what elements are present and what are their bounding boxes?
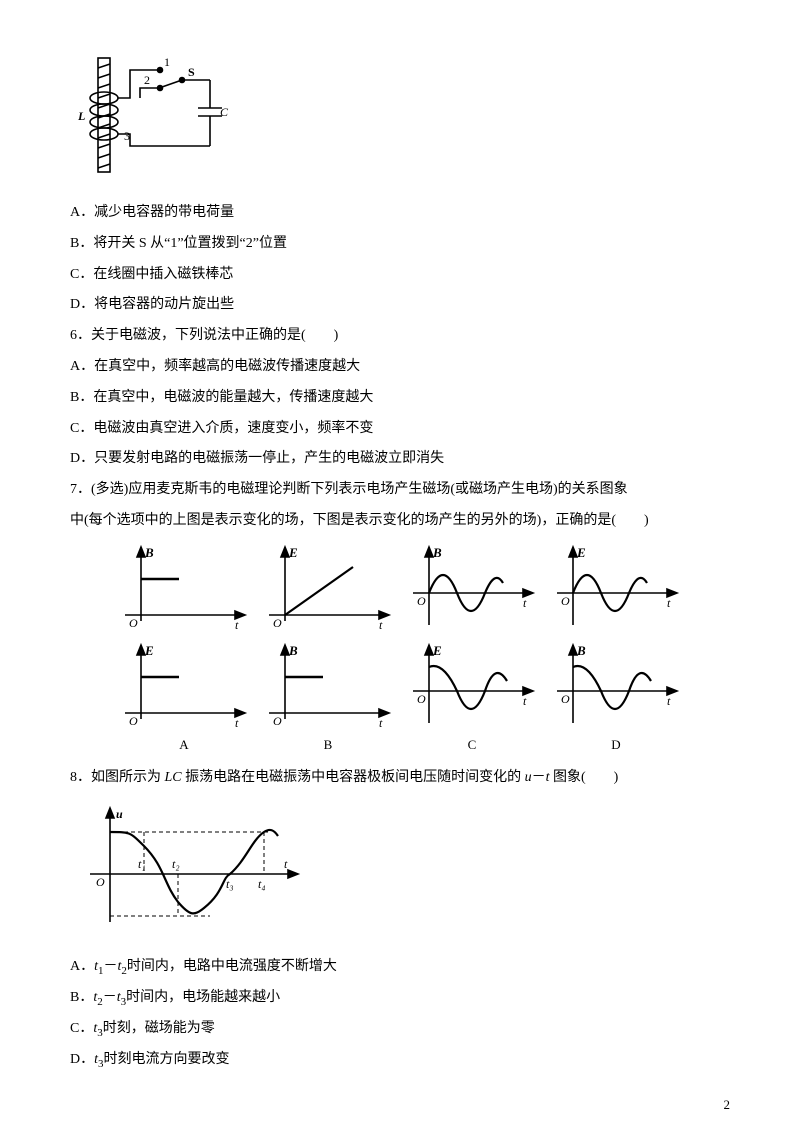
q6-stem: 6．关于电磁波，下列说法中正确的是( ) — [70, 321, 730, 352]
label-L: L — [77, 109, 85, 123]
svg-text:E: E — [144, 643, 154, 658]
q8-A: A．t1－t2时间内，电路中电流强度不断增大 — [70, 952, 730, 983]
svg-text:O: O — [417, 594, 426, 608]
svg-text:E: E — [432, 643, 442, 658]
svg-text:t: t — [235, 716, 239, 730]
svg-text:O: O — [129, 616, 138, 630]
label-C: C — [220, 105, 229, 119]
svg-text:t: t — [379, 716, 383, 730]
svg-text:t: t — [523, 596, 527, 610]
svg-text:t: t — [235, 618, 239, 632]
q7-top-A: B O t — [119, 543, 249, 635]
page-number: 2 — [724, 1091, 731, 1120]
svg-text:E: E — [576, 545, 586, 560]
q8-D: D．t3时刻电流方向要改变 — [70, 1045, 730, 1076]
q8-B: B．t2－t3时间内，电场能越来越小 — [70, 983, 730, 1014]
svg-text:B: B — [432, 545, 442, 560]
label-1: 1 — [164, 55, 170, 69]
q6-C: C．电磁波由真空进入介质，速度变小，频率不变 — [70, 414, 730, 445]
svg-text:t: t — [667, 694, 671, 708]
svg-text:O: O — [273, 714, 282, 728]
q7-bottom-row: E O t A B O t B — [70, 641, 730, 753]
opt-5C: C．在线圈中插入磁铁棒芯 — [70, 260, 730, 291]
q7-top-B: E O t — [263, 543, 393, 635]
svg-text:t₃: t₃ — [226, 877, 234, 891]
q7-top-row: B O t E O t — [70, 543, 730, 635]
svg-text:t₄: t₄ — [258, 877, 266, 891]
q8-C: C．t3时刻，磁场能为零 — [70, 1014, 730, 1045]
svg-text:O: O — [129, 714, 138, 728]
q6-A: A．在真空中，频率越高的电磁波传播速度越大 — [70, 352, 730, 383]
q8-stem: 8．如图所示为 LC 振荡电路在电磁振荡中电容器极板间电压随时间变化的 u－t … — [70, 763, 730, 794]
svg-text:O: O — [561, 594, 570, 608]
svg-text:O: O — [273, 616, 282, 630]
svg-text:B: B — [288, 643, 298, 658]
q6-D: D．只要发射电路的电磁振荡一停止，产生的电磁波立即消失 — [70, 444, 730, 475]
svg-text:B: B — [576, 643, 586, 658]
circuit-figure: 1 S 2 3 L C — [70, 50, 730, 180]
q7-top-C: B O t — [407, 543, 537, 635]
label-S: S — [188, 65, 195, 79]
svg-text:t: t — [667, 596, 671, 610]
svg-text:O: O — [561, 692, 570, 706]
svg-text:t₁: t₁ — [138, 857, 146, 871]
q7-stem2: 中(每个选项中的上图是表示变化的场，下图是表示变化的场产生的另外的场)，正确的是… — [70, 506, 730, 537]
svg-text:t₂: t₂ — [172, 857, 180, 871]
svg-text:B: B — [144, 545, 154, 560]
opt-5A: A．减少电容器的带电荷量 — [70, 198, 730, 229]
q6-B: B．在真空中，电磁波的能量越大，传播速度越大 — [70, 383, 730, 414]
q7-stem1: 7．(多选)应用麦克斯韦的电磁理论判断下列表示电场产生磁场(或磁场产生电场)的关… — [70, 475, 730, 506]
q7-bot-A: E O t A — [119, 641, 249, 753]
svg-text:O: O — [417, 692, 426, 706]
q7-bot-D: B O t D — [551, 641, 681, 753]
opt-5D: D．将电容器的动片旋出些 — [70, 290, 730, 321]
label-3: 3 — [124, 129, 130, 143]
svg-text:E: E — [288, 545, 298, 560]
svg-text:t: t — [523, 694, 527, 708]
svg-text:u: u — [116, 807, 123, 821]
label-2: 2 — [144, 73, 150, 87]
q8-figure: u O t t₁ t₂ t₃ t₄ — [70, 804, 730, 934]
opt-5B: B．将开关 S 从“1”位置拨到“2”位置 — [70, 229, 730, 260]
q7-bot-C: E O t C — [407, 641, 537, 753]
svg-text:t: t — [379, 618, 383, 632]
svg-text:O: O — [96, 875, 105, 889]
q7-bot-B: B O t B — [263, 641, 393, 753]
q7-top-D: E O t — [551, 543, 681, 635]
